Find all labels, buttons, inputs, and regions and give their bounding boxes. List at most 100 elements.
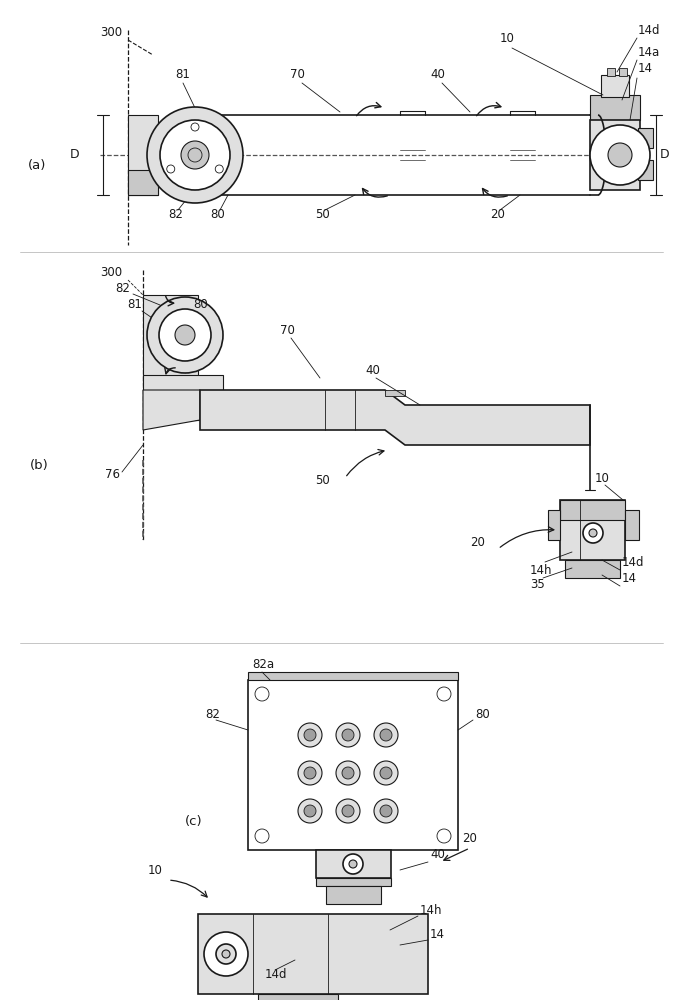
Bar [143,295,198,385]
Circle shape [589,529,597,537]
Circle shape [160,120,230,190]
Text: 20: 20 [462,832,477,844]
Text: 14: 14 [430,928,445,942]
Circle shape [336,723,360,747]
Bar [590,120,640,190]
Circle shape [304,805,316,817]
Circle shape [216,944,236,964]
Bar [625,510,639,540]
Bar [638,128,653,148]
Bar [560,500,625,560]
Text: 70: 70 [280,324,295,336]
Circle shape [191,123,199,131]
Text: D: D [660,148,669,161]
Text: (b): (b) [30,458,48,472]
Text: 82a: 82a [252,658,274,672]
Text: 40: 40 [430,848,445,861]
Text: 80: 80 [475,708,490,722]
Circle shape [336,761,360,785]
Bar [258,994,338,1000]
Circle shape [188,148,202,162]
Bar [128,115,158,195]
Circle shape [342,767,354,779]
Circle shape [374,799,398,823]
Text: 50: 50 [315,209,330,222]
Circle shape [342,805,354,817]
Bar [215,130,233,180]
Circle shape [342,729,354,741]
Bar [248,672,458,680]
Text: 20: 20 [470,536,485,548]
Circle shape [147,107,243,203]
Text: 300: 300 [100,265,122,278]
Text: 70: 70 [290,68,305,82]
Circle shape [175,325,195,345]
Text: 14a: 14a [638,45,660,58]
Circle shape [298,761,322,785]
Text: 80: 80 [193,298,208,312]
Circle shape [583,523,603,543]
Text: 81: 81 [175,68,190,82]
Text: 20: 20 [490,209,505,222]
Circle shape [380,767,392,779]
Bar [560,500,625,520]
Text: 14d: 14d [265,968,288,982]
Text: 14d: 14d [622,556,645,568]
Circle shape [222,950,230,958]
Circle shape [437,687,451,701]
Text: 14h: 14h [420,904,443,916]
Circle shape [336,799,360,823]
Text: 300: 300 [100,26,122,39]
Bar [601,75,629,97]
Circle shape [343,854,363,874]
Polygon shape [200,390,590,445]
Text: 76: 76 [105,468,120,482]
Circle shape [147,297,223,373]
Bar [143,375,223,420]
Bar [607,68,615,76]
Text: 50: 50 [315,474,330,487]
Circle shape [215,165,223,173]
Bar [316,878,391,886]
Text: (c): (c) [185,816,203,828]
Text: 40: 40 [365,363,380,376]
Bar [248,680,458,850]
Text: 82: 82 [168,209,183,222]
Text: 40: 40 [430,68,445,82]
Text: D: D [70,148,80,161]
Circle shape [437,829,451,843]
Circle shape [255,829,269,843]
Circle shape [590,125,650,185]
Circle shape [374,761,398,785]
Text: 14d: 14d [638,23,660,36]
Circle shape [255,687,269,701]
Text: 14: 14 [638,62,653,75]
Circle shape [204,932,248,976]
Text: 81: 81 [127,298,142,312]
Circle shape [349,860,357,868]
Text: 82: 82 [205,708,220,722]
Bar [316,850,391,878]
Circle shape [304,729,316,741]
Bar [385,390,405,396]
Bar [198,914,428,994]
Bar [128,170,158,195]
Text: 10: 10 [148,863,163,876]
Bar [548,510,560,540]
Bar [326,886,381,904]
Circle shape [298,723,322,747]
Circle shape [304,767,316,779]
Bar [619,68,627,76]
Text: 10: 10 [595,472,610,485]
Text: 80: 80 [210,209,225,222]
Text: 35: 35 [530,578,545,591]
Text: (a): (a) [28,158,46,172]
Text: 82: 82 [115,282,130,294]
Circle shape [380,805,392,817]
Text: 14h: 14h [530,564,553,576]
Text: 14: 14 [622,572,637,584]
Text: 10: 10 [500,31,515,44]
Circle shape [608,143,632,167]
Circle shape [167,165,175,173]
Polygon shape [143,390,200,430]
